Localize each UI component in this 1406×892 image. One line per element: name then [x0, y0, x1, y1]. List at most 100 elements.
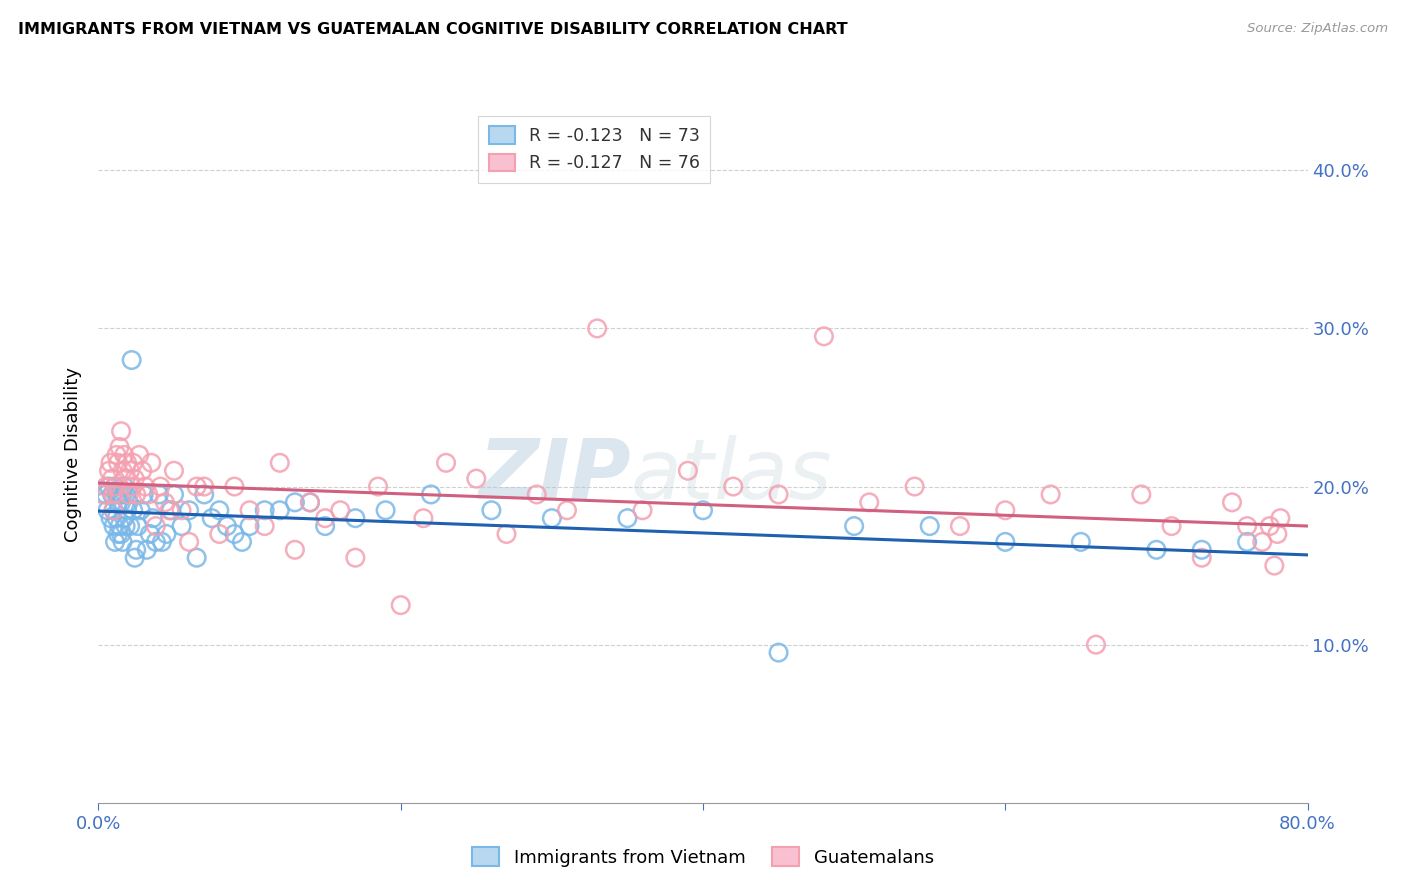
Point: [114, 519, 136, 533]
Point: [186, 550, 208, 565]
Point: [540, 511, 562, 525]
Point: [91, 495, 114, 509]
Point: [858, 495, 880, 509]
Point: [269, 503, 291, 517]
Point: [103, 503, 125, 517]
Point: [118, 487, 141, 501]
Point: [105, 448, 128, 462]
Point: [94, 487, 117, 501]
Point: [721, 479, 744, 493]
Point: [526, 487, 548, 501]
Point: [284, 542, 307, 557]
Point: [1130, 487, 1153, 501]
Point: [107, 527, 129, 541]
Point: [145, 519, 167, 533]
Point: [1085, 638, 1108, 652]
Point: [692, 503, 714, 517]
Point: [103, 519, 125, 533]
Point: [215, 519, 238, 533]
Point: [239, 503, 262, 517]
Point: [419, 487, 441, 501]
Point: [412, 511, 434, 525]
Point: [115, 456, 138, 470]
Point: [124, 550, 146, 565]
Point: [949, 519, 972, 533]
Point: [231, 534, 253, 549]
Point: [107, 495, 129, 509]
Point: [141, 456, 163, 470]
Point: [616, 511, 638, 525]
Point: [108, 487, 131, 501]
Point: [1191, 550, 1213, 565]
Point: [101, 472, 124, 486]
Point: [100, 456, 122, 470]
Point: [389, 598, 412, 612]
Point: [329, 503, 352, 517]
Point: [1265, 527, 1288, 541]
Point: [224, 527, 246, 541]
Point: [100, 511, 122, 525]
Point: [314, 511, 336, 525]
Point: [98, 479, 121, 493]
Point: [201, 511, 224, 525]
Point: [253, 519, 276, 533]
Point: [1220, 495, 1243, 509]
Point: [149, 479, 172, 493]
Point: [132, 487, 155, 501]
Point: [284, 495, 307, 509]
Point: [465, 472, 488, 486]
Point: [253, 503, 276, 517]
Point: [269, 456, 291, 470]
Y-axis label: Cognitive Disability: Cognitive Disability: [63, 368, 82, 542]
Point: [134, 479, 156, 493]
Point: [555, 503, 578, 517]
Point: [96, 503, 118, 517]
Point: [586, 321, 609, 335]
Point: [136, 487, 159, 501]
Point: [94, 479, 117, 493]
Point: [103, 503, 125, 517]
Point: [1258, 519, 1281, 533]
Point: [131, 464, 153, 478]
Text: atlas: atlas: [630, 435, 832, 516]
Point: [1144, 542, 1167, 557]
Point: [434, 456, 457, 470]
Point: [813, 329, 835, 343]
Point: [153, 495, 176, 509]
Point: [124, 472, 146, 486]
Point: [1251, 534, 1274, 549]
Point: [120, 519, 142, 533]
Point: [103, 487, 125, 501]
Point: [1236, 534, 1258, 549]
Point: [122, 456, 145, 470]
Point: [159, 503, 181, 517]
Point: [101, 487, 124, 501]
Point: [314, 519, 336, 533]
Point: [148, 487, 170, 501]
Point: [1039, 487, 1062, 501]
Point: [193, 487, 215, 501]
Point: [104, 479, 127, 493]
Point: [145, 534, 167, 549]
Point: [104, 479, 127, 493]
Point: [367, 479, 389, 493]
Point: [111, 487, 134, 501]
Point: [105, 511, 128, 525]
Point: [676, 464, 699, 478]
Point: [299, 495, 322, 509]
Point: [344, 511, 367, 525]
Point: [110, 424, 132, 438]
Point: [918, 519, 941, 533]
Text: IMMIGRANTS FROM VIETNAM VS GUATEMALAN COGNITIVE DISABILITY CORRELATION CHART: IMMIGRANTS FROM VIETNAM VS GUATEMALAN CO…: [18, 22, 848, 37]
Point: [135, 542, 157, 557]
Point: [1191, 542, 1213, 557]
Point: [105, 487, 128, 501]
Point: [125, 542, 148, 557]
Point: [108, 519, 131, 533]
Point: [142, 511, 165, 525]
Point: [170, 519, 193, 533]
Point: [1160, 519, 1182, 533]
Point: [768, 487, 790, 501]
Point: [112, 511, 135, 525]
Point: [904, 479, 927, 493]
